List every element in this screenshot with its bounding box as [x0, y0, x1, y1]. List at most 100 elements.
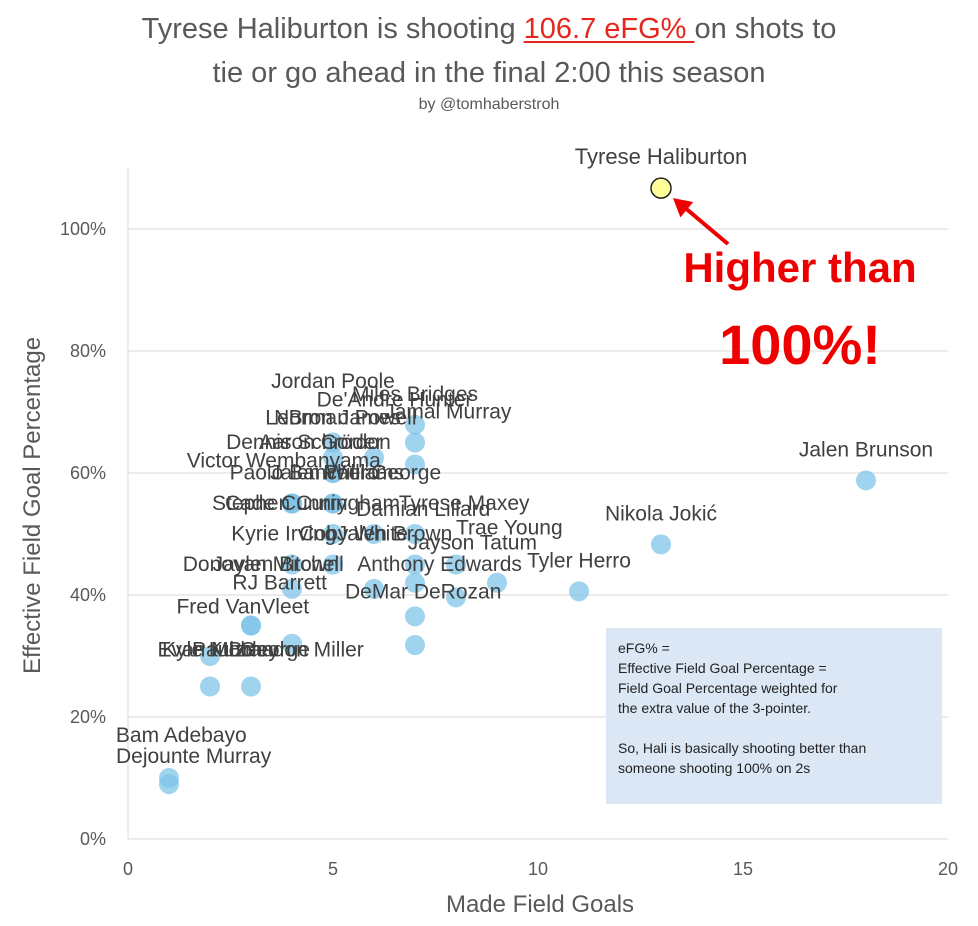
data-point — [282, 578, 302, 599]
data-point — [282, 633, 302, 654]
x-tick-label: 5 — [328, 859, 338, 879]
point-label: Tyrese Haliburton — [575, 144, 747, 169]
data-point — [405, 635, 425, 656]
point-label: Stephen Curry — [212, 492, 348, 515]
point-label: Coby White — [299, 523, 408, 546]
point-label: Evan Mobley — [157, 638, 279, 661]
point-label: Jordan Poole — [271, 370, 395, 393]
point-label: Nikola Jokić — [605, 502, 717, 525]
data-point — [323, 524, 343, 544]
data-point — [405, 432, 425, 453]
callout-100-percent: 100%! — [719, 313, 881, 376]
point-label: Jalen Brown — [337, 523, 453, 546]
point-label: Jalen Williams — [270, 462, 404, 485]
point-label: Trae Young — [456, 516, 563, 539]
data-point — [323, 432, 343, 453]
note-line: someone shooting 100% on 2s — [618, 760, 811, 776]
byline: by @tomhaberstroh — [418, 96, 560, 113]
data-point — [200, 646, 220, 666]
callout-higher-than: Higher than — [683, 244, 917, 291]
data-point — [364, 447, 384, 468]
point-label: Dejounte Murray — [116, 745, 272, 768]
point-label: Brandon Miller — [228, 638, 363, 661]
point-label: Anthony Edwards — [357, 553, 522, 576]
point-label: Donovan Mitchell — [183, 553, 344, 576]
point-label: Dennis Schröder — [226, 431, 382, 454]
data-point — [446, 587, 466, 608]
data-point-highlight — [650, 177, 672, 199]
callout-arrow-head — [673, 198, 694, 218]
data-point — [282, 554, 302, 575]
data-point — [200, 676, 220, 697]
note-line — [618, 718, 930, 738]
y-tick-label: 100% — [60, 219, 106, 239]
data-point — [323, 463, 343, 483]
note-line: the extra value of the 3-pointer. — [618, 700, 812, 716]
point-label: Paul George — [323, 462, 441, 485]
data-point — [364, 578, 384, 599]
x-tick-label: 0 — [123, 859, 133, 879]
data-point — [241, 615, 261, 636]
chart-title-line2: tie or go ahead in the final 2:00 this s… — [212, 57, 766, 89]
point-label: Fred VanVleet — [176, 596, 309, 619]
data-point — [405, 572, 425, 593]
point-label: Norman Powell — [274, 407, 416, 430]
chart-title-line1: Tyrese Haliburton is shooting 106.7 eFG%… — [141, 13, 837, 45]
data-point — [405, 414, 425, 435]
note-line: Effective Field Goal Percentage = — [618, 660, 827, 676]
data-point — [323, 493, 343, 514]
point-label: Victor Wembanyama — [187, 449, 381, 472]
point-label: Kyle Kuzma — [162, 638, 274, 661]
data-point — [569, 581, 589, 602]
point-label: Jamal Murray — [384, 401, 512, 424]
data-point — [323, 554, 343, 575]
point-label: DeMar DeRozan — [345, 580, 501, 603]
title-highlight-efg: 106.7 eFG% — [523, 13, 695, 45]
y-tick-label: 40% — [70, 585, 106, 605]
data-point — [405, 554, 425, 575]
data-point — [364, 524, 384, 544]
point-label: RJ Barrett — [232, 571, 327, 594]
point-label: Tyrese Maxey — [399, 492, 530, 515]
y-tick-label: 80% — [70, 341, 106, 361]
x-axis-title: Made Field Goals — [446, 891, 634, 918]
data-point — [405, 524, 425, 544]
note-line: So, Hali is basically shooting better th… — [618, 740, 867, 756]
point-label: LeBron James — [265, 407, 400, 430]
point-label: Jayson Tatum — [408, 532, 537, 555]
y-tick-label: 20% — [70, 707, 106, 727]
x-tick-label: 20 — [938, 859, 958, 879]
point-label: De'Andre Hunter — [317, 388, 473, 411]
data-point — [446, 554, 466, 575]
data-point — [282, 493, 302, 514]
x-tick-label: 10 — [528, 859, 548, 879]
point-label: Damian Lillard — [356, 498, 490, 521]
note-line: eFG% = — [618, 640, 670, 656]
data-point — [323, 447, 343, 468]
data-point — [405, 454, 425, 475]
y-tick-label: 60% — [70, 463, 106, 483]
point-label: Bam Adebayo — [116, 724, 247, 747]
point-label: Kyrie Irving — [231, 523, 336, 546]
data-point — [405, 606, 425, 627]
data-point — [856, 470, 876, 491]
point-label: Miles Bridges — [352, 383, 478, 406]
point-label: Jaylen Brown — [213, 553, 339, 576]
point-label: Paul George — [192, 638, 310, 661]
point-label: Tyler Herro — [527, 549, 631, 572]
point-label: Aaron Gordon — [259, 431, 391, 454]
point-label: Cade Cunningham — [225, 492, 400, 515]
efg-explanation-box: eFG% = Effective Field Goal Percentage = F… — [606, 628, 942, 804]
y-axis-title: Effective Field Goal Percentage — [19, 337, 46, 674]
y-tick-label: 0% — [80, 829, 106, 849]
note-line: Field Goal Percentage weighted for — [618, 680, 838, 696]
data-point — [159, 774, 179, 795]
callout-arrow-shaft — [681, 204, 730, 246]
data-point — [651, 534, 671, 555]
data-point — [487, 572, 507, 593]
x-tick-label: 15 — [733, 859, 753, 879]
point-label: Jalen Brunson — [799, 438, 933, 461]
point-label: Paolo Banchero — [230, 462, 379, 485]
data-point — [241, 676, 261, 697]
